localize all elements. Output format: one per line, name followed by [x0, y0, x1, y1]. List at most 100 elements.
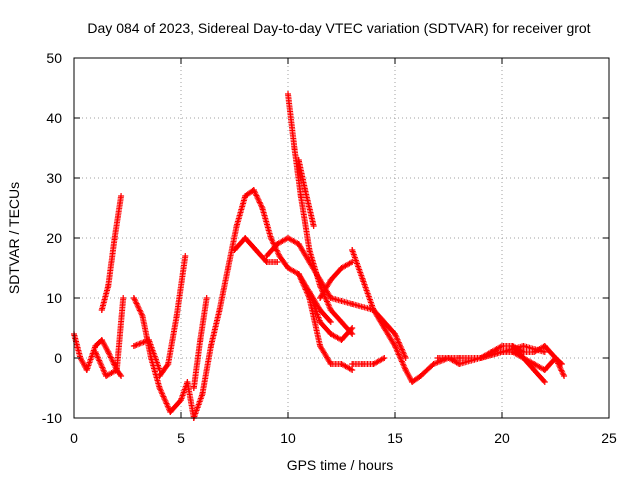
data-point	[103, 373, 110, 379]
data-point	[285, 235, 291, 241]
x-tick-label: 5	[177, 430, 185, 446]
data-point	[541, 379, 548, 385]
data-point	[477, 355, 484, 361]
data-point	[456, 361, 463, 367]
data-point	[381, 355, 388, 361]
data-point	[541, 343, 548, 349]
data-point	[317, 277, 324, 283]
data-point	[349, 247, 356, 253]
y-tick-label: 0	[54, 350, 62, 366]
series-markers	[130, 337, 163, 372]
data-point	[139, 313, 146, 319]
data-point	[295, 157, 302, 163]
chart-title: Day 084 of 2023, Sidereal Day-to-day VTE…	[87, 20, 590, 36]
data-point	[359, 361, 366, 367]
data-point	[199, 391, 206, 397]
data-point	[327, 307, 334, 313]
data-point	[409, 379, 416, 385]
y-tick-label: 10	[46, 290, 62, 306]
data-point	[561, 373, 568, 379]
data-point	[120, 295, 127, 301]
data-point	[242, 235, 249, 241]
data-point	[190, 385, 197, 391]
data-point	[184, 379, 191, 385]
data-point	[349, 367, 356, 373]
x-tick-label: 20	[494, 430, 510, 446]
data-point	[430, 361, 437, 367]
x-axis-label: GPS time / hours	[287, 457, 394, 473]
data-point	[113, 367, 120, 373]
data-point	[263, 259, 270, 265]
data-point	[306, 295, 313, 301]
data-point	[392, 331, 398, 337]
series-markers	[295, 157, 317, 228]
data-point	[130, 295, 137, 301]
data-point	[156, 385, 163, 391]
data-point	[259, 205, 266, 211]
series-track-10	[285, 91, 356, 337]
series-track-20	[509, 343, 548, 385]
data-point	[392, 343, 398, 349]
data-point	[225, 265, 232, 271]
data-point	[327, 361, 334, 367]
y-tick-label: 50	[46, 50, 62, 66]
data-point	[520, 355, 527, 361]
series-track-4	[130, 295, 197, 421]
data-points	[71, 91, 568, 421]
data-point	[531, 367, 538, 373]
data-point	[182, 253, 189, 259]
data-point	[156, 373, 163, 379]
data-point	[207, 343, 214, 349]
data-point	[83, 367, 90, 373]
x-tick-label: 15	[387, 430, 403, 446]
data-point	[327, 319, 334, 325]
data-point	[531, 349, 538, 355]
series-track-8	[190, 295, 210, 391]
data-point	[197, 337, 204, 343]
data-point	[402, 367, 409, 373]
data-point	[520, 343, 527, 349]
series-track-11	[295, 157, 317, 229]
data-point	[263, 253, 270, 259]
data-point	[231, 247, 238, 253]
series-markers	[263, 235, 409, 360]
data-point	[267, 235, 274, 241]
data-point	[349, 361, 356, 367]
data-point	[98, 307, 105, 313]
data-point	[105, 349, 112, 355]
data-point	[317, 295, 324, 301]
data-point	[165, 361, 172, 367]
data-point	[98, 337, 105, 343]
data-point	[338, 361, 345, 367]
data-point	[456, 355, 463, 361]
x-tick-label: 25	[601, 430, 617, 446]
y-axis-ticks: -10 0 10 20 30 40 50	[42, 50, 609, 426]
series-track-15	[349, 247, 548, 385]
data-point	[297, 193, 304, 199]
data-point	[250, 187, 257, 193]
data-point	[130, 343, 137, 349]
y-tick-label: -10	[42, 410, 62, 426]
data-point	[349, 259, 356, 265]
x-tick-label: 10	[280, 430, 296, 446]
data-point	[92, 349, 99, 355]
data-point	[302, 187, 309, 193]
data-point	[338, 265, 345, 271]
data-point	[359, 277, 366, 283]
data-point	[402, 355, 409, 361]
data-point	[295, 271, 302, 277]
data-point	[216, 307, 223, 313]
data-point	[118, 193, 125, 199]
y-tick-label: 30	[46, 170, 62, 186]
data-point	[178, 397, 184, 403]
data-point	[370, 361, 377, 367]
data-point	[295, 241, 302, 247]
data-point	[499, 343, 505, 349]
data-point	[381, 325, 388, 331]
data-point	[417, 373, 424, 379]
x-axis-ticks: 0 5 10 15 20 25	[70, 58, 617, 446]
data-point	[317, 319, 324, 325]
data-point	[285, 265, 291, 271]
data-point	[276, 253, 283, 259]
